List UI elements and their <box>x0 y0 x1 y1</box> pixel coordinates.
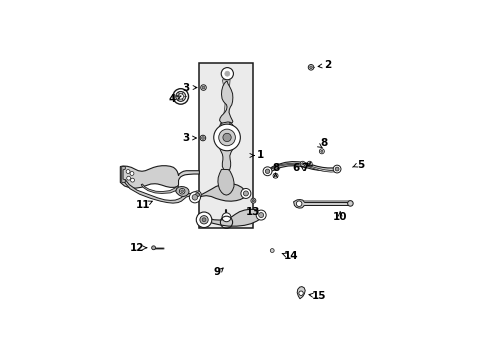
Circle shape <box>265 169 269 174</box>
Circle shape <box>130 178 134 182</box>
Circle shape <box>274 175 276 177</box>
Circle shape <box>192 194 197 200</box>
Polygon shape <box>122 167 125 183</box>
Circle shape <box>200 135 205 141</box>
Circle shape <box>298 291 303 296</box>
Circle shape <box>306 161 311 166</box>
Circle shape <box>218 129 235 146</box>
Polygon shape <box>266 162 336 174</box>
Circle shape <box>213 124 240 151</box>
Circle shape <box>189 192 200 203</box>
Circle shape <box>195 193 199 197</box>
Text: 1: 1 <box>256 150 264 161</box>
Circle shape <box>175 91 185 102</box>
Circle shape <box>252 199 254 202</box>
Circle shape <box>221 68 233 80</box>
Circle shape <box>179 188 184 194</box>
Circle shape <box>241 188 250 198</box>
Circle shape <box>309 66 312 69</box>
Circle shape <box>319 149 324 154</box>
Polygon shape <box>216 122 236 171</box>
Circle shape <box>130 172 134 175</box>
Circle shape <box>256 210 265 220</box>
Circle shape <box>263 167 271 176</box>
Text: 12: 12 <box>130 243 144 253</box>
Text: 3: 3 <box>183 82 189 93</box>
Circle shape <box>223 133 231 141</box>
Circle shape <box>126 176 130 180</box>
Circle shape <box>296 201 301 207</box>
Polygon shape <box>175 186 189 197</box>
Circle shape <box>178 94 183 99</box>
Circle shape <box>126 170 130 174</box>
Text: 2: 2 <box>324 60 331 70</box>
Polygon shape <box>220 80 230 130</box>
Circle shape <box>200 216 208 224</box>
Polygon shape <box>193 184 245 201</box>
Circle shape <box>334 167 338 171</box>
Circle shape <box>308 163 310 165</box>
Polygon shape <box>124 180 199 203</box>
Circle shape <box>272 173 278 178</box>
Text: 9: 9 <box>213 267 220 277</box>
Polygon shape <box>297 287 305 299</box>
Polygon shape <box>218 169 233 195</box>
Circle shape <box>201 136 204 139</box>
Text: 8: 8 <box>319 138 326 148</box>
Circle shape <box>151 246 155 250</box>
Circle shape <box>224 71 229 76</box>
Circle shape <box>301 163 303 165</box>
Text: 6: 6 <box>291 163 299 174</box>
Circle shape <box>320 150 322 152</box>
Text: 10: 10 <box>332 212 346 222</box>
Polygon shape <box>141 184 179 193</box>
Circle shape <box>300 161 305 166</box>
Circle shape <box>200 85 206 90</box>
Text: 13: 13 <box>245 207 260 217</box>
Polygon shape <box>219 81 232 123</box>
Text: 3: 3 <box>183 133 189 143</box>
Circle shape <box>243 191 248 196</box>
Polygon shape <box>293 199 304 208</box>
Text: 5: 5 <box>357 159 364 170</box>
Circle shape <box>307 64 313 70</box>
Text: 8: 8 <box>271 163 279 174</box>
Text: 7: 7 <box>300 163 308 174</box>
Polygon shape <box>269 163 335 172</box>
Circle shape <box>347 201 352 206</box>
Text: 15: 15 <box>311 291 326 301</box>
Circle shape <box>332 165 340 173</box>
Circle shape <box>270 249 274 252</box>
Polygon shape <box>198 209 263 226</box>
Circle shape <box>250 198 255 203</box>
Circle shape <box>202 218 205 222</box>
Circle shape <box>202 86 204 89</box>
Circle shape <box>258 212 263 217</box>
Circle shape <box>196 212 211 228</box>
Bar <box>199 63 253 228</box>
Text: 4: 4 <box>168 94 176 104</box>
Circle shape <box>222 213 230 222</box>
Circle shape <box>193 191 201 199</box>
Text: 14: 14 <box>283 251 298 261</box>
Circle shape <box>181 190 183 193</box>
Circle shape <box>173 89 188 104</box>
Polygon shape <box>120 166 199 188</box>
Text: 11: 11 <box>136 199 150 210</box>
